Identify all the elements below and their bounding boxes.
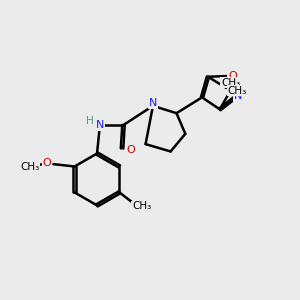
Text: O: O	[126, 145, 135, 155]
Text: CH₃: CH₃	[20, 162, 39, 172]
Text: H: H	[86, 116, 94, 126]
Text: N: N	[234, 91, 242, 101]
Text: N: N	[96, 120, 105, 130]
Text: CH₃: CH₃	[221, 78, 240, 88]
Text: CH₃: CH₃	[228, 86, 247, 96]
Text: O: O	[228, 71, 237, 81]
Text: CH₃: CH₃	[132, 201, 151, 211]
Text: N: N	[149, 98, 157, 109]
Text: O: O	[42, 158, 51, 168]
